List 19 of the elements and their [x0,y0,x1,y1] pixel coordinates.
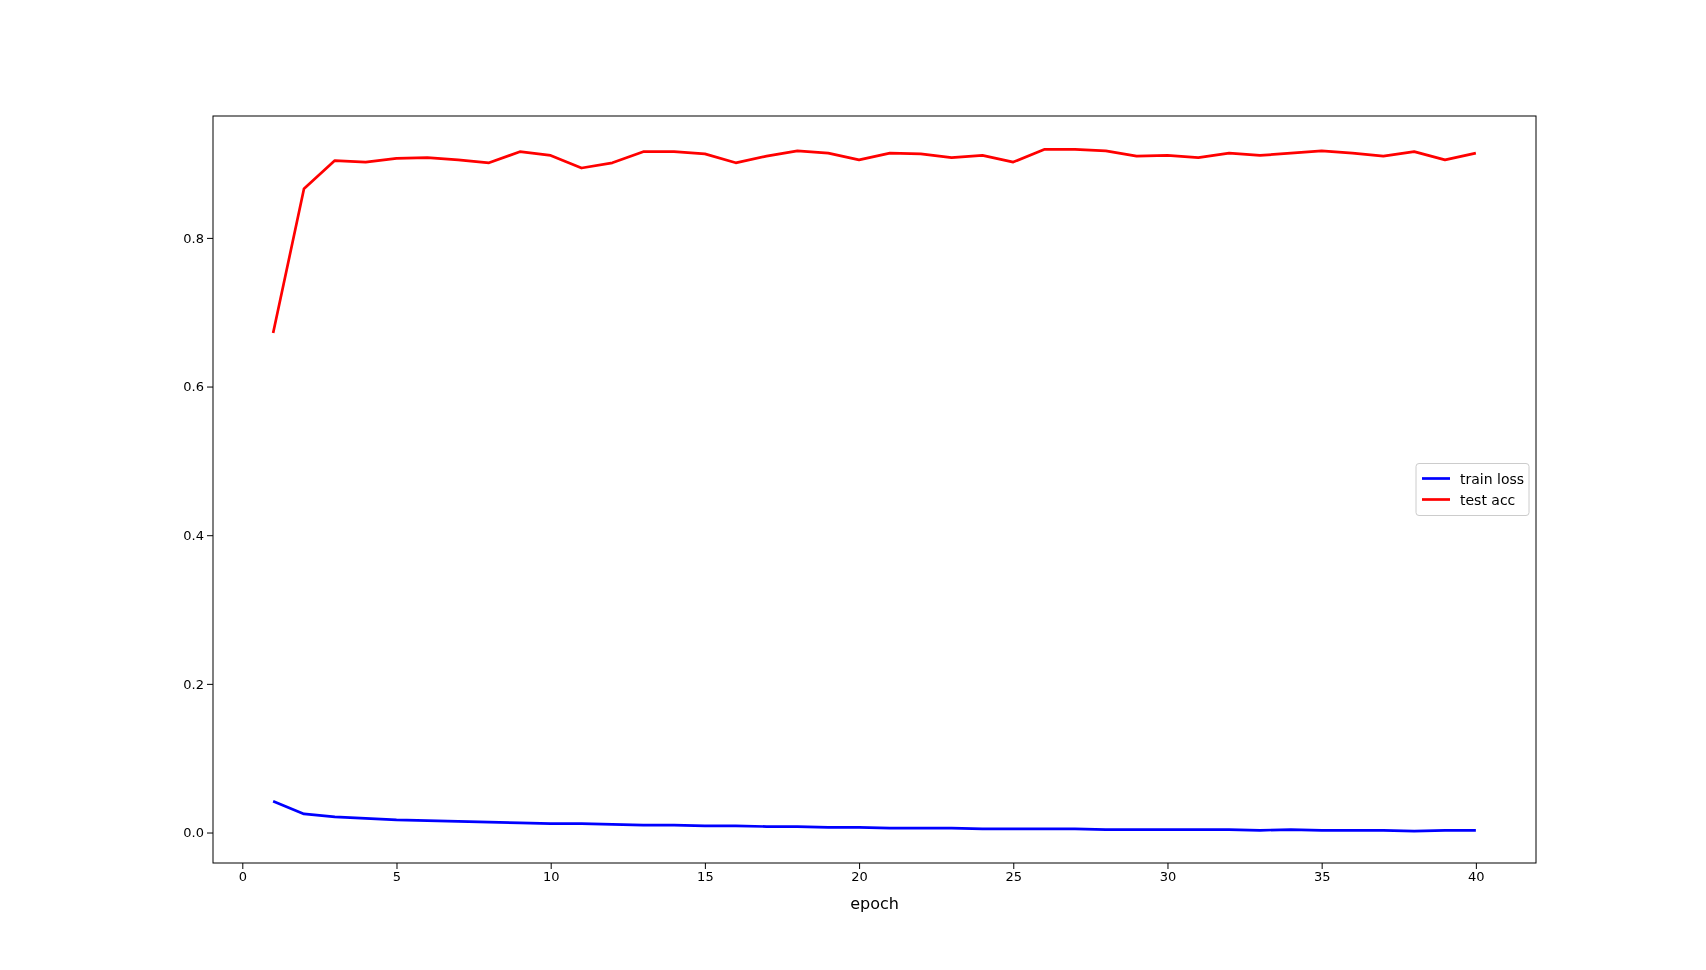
y-tick-label: 0.8 [183,230,204,246]
x-tick-label: 20 [851,869,868,885]
x-tick-label: 5 [392,869,402,885]
y-tick-label: 0.0 [183,825,204,841]
y-tick-label: 0.4 [183,527,204,543]
legend-label: train loss [1460,470,1525,487]
x-tick-label: 30 [1159,869,1177,885]
y-tick-label: 0.6 [183,379,204,395]
x-axis-title: epoch [850,894,899,913]
x-tick-label: 25 [1005,869,1023,885]
x-tick-label: 35 [1313,869,1331,885]
y-tick-label: 0.2 [183,676,204,692]
x-tick-label: 15 [697,869,714,885]
line-series [271,799,1478,833]
legend-label: test acc [1460,491,1516,508]
x-tick-label: 0 [238,869,247,885]
line-series [271,148,1478,335]
x-tick-label: 10 [542,869,560,885]
x-tick-label: 40 [1468,869,1485,885]
